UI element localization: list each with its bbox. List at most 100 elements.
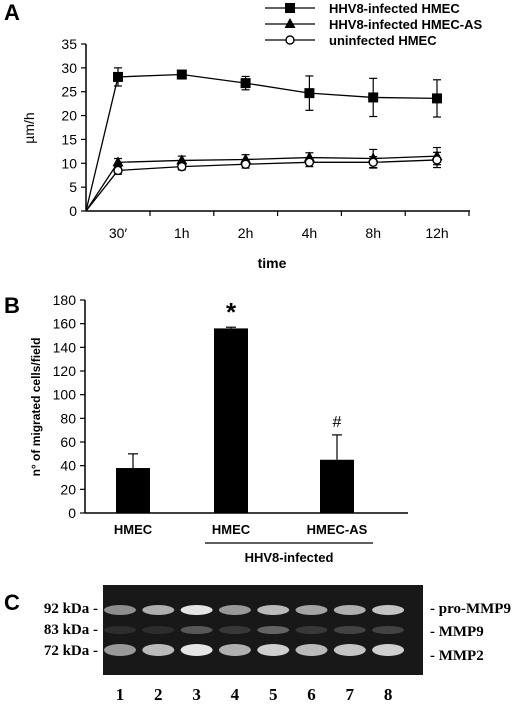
data-point: [113, 71, 123, 82]
y-tick-label-a: 10: [61, 155, 77, 171]
y-tick-label-a: 25: [61, 84, 77, 100]
y-tick-label-a: 15: [61, 131, 77, 147]
y-tick-label-b: 40: [60, 458, 76, 474]
gel-band: [142, 605, 175, 615]
series-line: [85, 73, 438, 212]
gel-band: [142, 626, 175, 634]
gel-band: [257, 605, 290, 615]
gel-band-label-pro-mmp9: - pro-MMP9: [430, 601, 511, 617]
panel-label-a: A: [4, 0, 20, 25]
y-tick-label-b: 20: [60, 481, 76, 497]
data-point: [176, 69, 187, 80]
gel-band: [372, 626, 405, 634]
gel-band: [104, 605, 136, 615]
gel-panel-c: 92 kDa - 83 kDa - 72 kDa - - pro-MMP9 - …: [44, 585, 511, 704]
y-tick-label-b: 0: [68, 505, 76, 521]
lane-number: 2: [154, 685, 163, 704]
data-point: [304, 88, 315, 99]
gel-band: [180, 644, 213, 656]
data-point: [368, 92, 379, 103]
y-tick-label-a: 20: [61, 108, 77, 124]
gel-band: [333, 626, 366, 634]
gel-band: [295, 644, 328, 656]
significance-marker: *: [226, 297, 237, 327]
y-tick-label-a: 35: [61, 36, 77, 52]
data-point: [177, 161, 187, 172]
y-axis-label-b: n° of migrated cells/field: [29, 338, 43, 477]
y-axis-label-a: µm/h: [21, 112, 37, 143]
x-tick-label-b: HMEC: [212, 522, 251, 537]
lane-number: 3: [192, 685, 201, 704]
gel-band: [333, 644, 366, 656]
lane-number: 8: [384, 685, 393, 704]
gel-band: [372, 605, 405, 615]
gel-marker-92kda: 92 kDa -: [44, 601, 98, 617]
bar: [320, 459, 354, 513]
lane-number: 4: [231, 685, 240, 704]
lane-number: 1: [116, 685, 125, 704]
data-point: [432, 155, 442, 165]
gel-band: [295, 626, 328, 634]
gel-marker-83kda: 83 kDa -: [44, 622, 98, 638]
y-tick-label-b: 60: [60, 434, 76, 450]
legend-marker-circle: [285, 35, 295, 45]
y-tick-label-b: 140: [53, 339, 77, 355]
y-tick-label-b: 180: [53, 292, 77, 308]
panel-label-c: C: [4, 590, 20, 615]
x-tick-label-a: 4h: [302, 225, 318, 241]
data-point: [113, 165, 123, 176]
lane-number: 7: [346, 685, 355, 704]
panel-label-b: B: [4, 293, 20, 318]
x-tick-label-a: 12h: [425, 225, 448, 241]
legend-entry: uninfected HMEC: [329, 33, 437, 48]
y-tick-label-b: 120: [53, 363, 77, 379]
bar-chart-panel-b: 0 20 40 60 80 100 120 140 160 180 HMEC * HMEC # HMEC-…: [29, 292, 408, 565]
y-tick-label-b: 160: [53, 316, 77, 332]
data-point: [176, 154, 188, 165]
gel-band: [218, 605, 251, 615]
gel-band: [104, 644, 136, 656]
lane-number: 5: [269, 685, 278, 704]
x-tick-label-b: HMEC: [114, 522, 153, 537]
gel-band: [257, 644, 290, 656]
data-point: [304, 157, 315, 168]
y-tick-label-a: 30: [61, 60, 77, 76]
x-tick-label-a: 8h: [365, 225, 381, 241]
gel-marker-72kda: 72 kDa -: [44, 643, 98, 659]
bar: [214, 328, 248, 513]
y-tick-label-b: 80: [60, 410, 76, 426]
series-line: [85, 159, 438, 212]
y-tick-label-a: 0: [69, 203, 77, 219]
series-triangle: [85, 146, 443, 212]
data-point: [112, 156, 124, 167]
group-label-hhv8: HHV8-infected: [245, 550, 334, 565]
gel-band-label-mmp9: - MMP9: [430, 624, 484, 640]
data-point: [368, 157, 378, 168]
x-tick-label-a: 1h: [174, 225, 190, 241]
gel-image: [103, 585, 423, 675]
gel-band: [295, 605, 328, 615]
gel-band: [142, 644, 175, 656]
legend-marker-square: [285, 3, 295, 13]
y-tick-label-a: 5: [69, 179, 77, 195]
gel-band: [257, 626, 290, 634]
significance-marker: #: [333, 414, 342, 431]
legend-entry: HHV8-infected HMEC: [329, 1, 460, 16]
legend-entry: HHV8-infected HMEC-AS: [329, 17, 482, 32]
gel-band-label-mmp2: - MMP2: [430, 648, 484, 664]
gel-band: [218, 626, 251, 634]
gel-band: [333, 605, 366, 615]
gel-band: [218, 644, 251, 656]
legend-marker-triangle: [284, 18, 296, 28]
series-circle: [85, 151, 442, 212]
x-tick-label-a: 30′: [109, 225, 128, 241]
bar: [116, 468, 150, 513]
gel-band: [372, 644, 405, 656]
lane-number: 6: [307, 685, 316, 704]
y-tick-label-b: 100: [53, 387, 77, 403]
x-tick-label-b: HMEC-AS: [307, 522, 368, 537]
series-square: [85, 67, 442, 212]
